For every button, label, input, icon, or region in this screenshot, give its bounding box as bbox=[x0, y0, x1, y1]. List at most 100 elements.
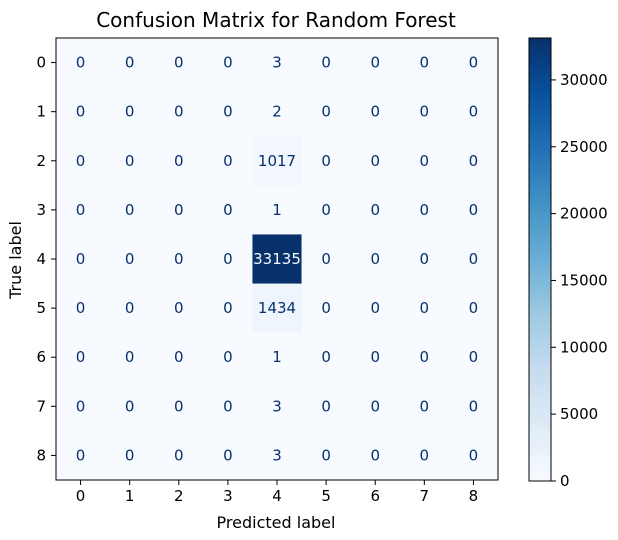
cell-value-7-7: 0 bbox=[420, 397, 430, 415]
cell-value-8-0: 0 bbox=[76, 446, 86, 464]
cell-4-3 bbox=[203, 234, 253, 285]
cell-4-8 bbox=[448, 234, 499, 285]
colorbar-tick-label-3: 15000 bbox=[560, 271, 608, 289]
cell-value-3-0: 0 bbox=[76, 201, 86, 219]
cell-8-8 bbox=[448, 430, 499, 481]
cell-value-4-2: 0 bbox=[174, 250, 184, 268]
cell-6-0 bbox=[56, 332, 106, 383]
cell-value-4-8: 0 bbox=[469, 250, 479, 268]
cell-value-3-2: 0 bbox=[174, 201, 184, 219]
cell-value-6-5: 0 bbox=[321, 348, 331, 366]
cell-7-8 bbox=[448, 381, 499, 432]
cell-value-5-3: 0 bbox=[223, 299, 233, 317]
colorbar-tick-label-1: 5000 bbox=[560, 405, 598, 423]
colorbar-tick-label-2: 10000 bbox=[560, 338, 608, 356]
cell-6-6 bbox=[350, 332, 401, 383]
cell-7-6 bbox=[350, 381, 401, 432]
cell-7-7 bbox=[399, 381, 450, 432]
cell-value-0-4: 3 bbox=[272, 54, 282, 72]
cell-value-8-5: 0 bbox=[321, 446, 331, 464]
cell-value-0-1: 0 bbox=[125, 54, 135, 72]
cell-value-8-7: 0 bbox=[420, 446, 430, 464]
cell-5-2 bbox=[154, 283, 204, 334]
x-tick-label-2: 2 bbox=[174, 487, 184, 505]
cell-value-2-7: 0 bbox=[420, 152, 430, 170]
cell-3-7 bbox=[399, 185, 450, 235]
cell-value-1-4: 2 bbox=[272, 103, 282, 121]
cell-4-0 bbox=[56, 234, 106, 285]
y-tick-label-7: 7 bbox=[36, 397, 46, 415]
cell-6-4 bbox=[252, 332, 303, 383]
x-tick-label-3: 3 bbox=[223, 487, 233, 505]
colorbar-tick-label-6: 30000 bbox=[560, 71, 608, 89]
cell-0-3 bbox=[203, 38, 253, 88]
cell-7-3 bbox=[203, 381, 253, 432]
cell-value-2-4: 1017 bbox=[258, 152, 296, 170]
cell-value-5-8: 0 bbox=[469, 299, 479, 317]
cell-0-5 bbox=[301, 38, 352, 88]
cell-4-4 bbox=[252, 234, 303, 285]
cell-1-7 bbox=[399, 87, 450, 137]
cell-value-7-1: 0 bbox=[125, 397, 135, 415]
cell-3-3 bbox=[203, 185, 253, 235]
cell-0-2 bbox=[154, 38, 204, 88]
cell-8-6 bbox=[350, 430, 401, 481]
cell-value-3-6: 0 bbox=[370, 201, 380, 219]
y-tick-label-4: 4 bbox=[36, 250, 46, 268]
cell-2-2 bbox=[154, 136, 204, 186]
cell-value-8-2: 0 bbox=[174, 446, 184, 464]
cell-value-2-0: 0 bbox=[76, 152, 86, 170]
cell-8-3 bbox=[203, 430, 253, 481]
cell-value-2-2: 0 bbox=[174, 152, 184, 170]
cell-5-0 bbox=[56, 283, 106, 334]
cell-value-5-7: 0 bbox=[420, 299, 430, 317]
cell-7-1 bbox=[105, 381, 155, 432]
x-tick-label-1: 1 bbox=[125, 487, 135, 505]
heatmap-cells: 0 0 0 0 3 0 0 0 0 0 0 0 0 2 0 0 0 0 0 0 0 0 1017 0 0 0 0 0 0 0 0 1 0 0 0 0 0… bbox=[55, 37, 499, 481]
cell-6-2 bbox=[154, 332, 204, 383]
cell-2-3 bbox=[203, 136, 253, 186]
cell-value-5-5: 0 bbox=[321, 299, 331, 317]
cell-6-5 bbox=[301, 332, 352, 383]
cell-value-4-3: 0 bbox=[223, 250, 233, 268]
cell-0-7 bbox=[399, 38, 450, 88]
cell-value-2-5: 0 bbox=[321, 152, 331, 170]
cell-7-2 bbox=[154, 381, 204, 432]
cell-8-2 bbox=[154, 430, 204, 481]
cell-3-8 bbox=[448, 185, 499, 235]
cell-2-1 bbox=[105, 136, 155, 186]
y-tick-label-0: 0 bbox=[36, 54, 46, 72]
cell-value-4-4: 33135 bbox=[253, 250, 301, 268]
cell-3-1 bbox=[105, 185, 155, 235]
cell-value-8-6: 0 bbox=[370, 446, 380, 464]
colorbar-tick-label-0: 0 bbox=[560, 472, 570, 490]
cell-5-6 bbox=[350, 283, 401, 334]
y-tick-label-5: 5 bbox=[36, 299, 46, 317]
cell-value-4-5: 0 bbox=[321, 250, 331, 268]
cell-value-2-1: 0 bbox=[125, 152, 135, 170]
cell-value-7-2: 0 bbox=[174, 397, 184, 415]
cell-1-4 bbox=[252, 87, 303, 137]
cell-value-8-3: 0 bbox=[223, 446, 233, 464]
cell-value-8-4: 3 bbox=[272, 446, 282, 464]
cell-8-7 bbox=[399, 430, 450, 481]
cell-1-3 bbox=[203, 87, 253, 137]
cell-value-2-8: 0 bbox=[469, 152, 479, 170]
cell-value-4-1: 0 bbox=[125, 250, 135, 268]
cell-value-6-8: 0 bbox=[469, 348, 479, 366]
cell-value-7-4: 3 bbox=[272, 397, 282, 415]
chart-title: Confusion Matrix for Random Forest bbox=[96, 8, 456, 32]
cell-value-6-4: 1 bbox=[272, 348, 282, 366]
cell-6-3 bbox=[203, 332, 253, 383]
cell-0-6 bbox=[350, 38, 401, 88]
cell-4-2 bbox=[154, 234, 204, 285]
cell-value-2-6: 0 bbox=[370, 152, 380, 170]
cell-value-0-3: 0 bbox=[223, 54, 233, 72]
cell-1-1 bbox=[105, 87, 155, 137]
cell-value-6-2: 0 bbox=[174, 348, 184, 366]
colorbar-tick-label-5: 25000 bbox=[560, 138, 608, 156]
cell-4-6 bbox=[350, 234, 401, 285]
colorbar-gradient bbox=[528, 37, 552, 482]
cell-5-4 bbox=[252, 283, 303, 334]
